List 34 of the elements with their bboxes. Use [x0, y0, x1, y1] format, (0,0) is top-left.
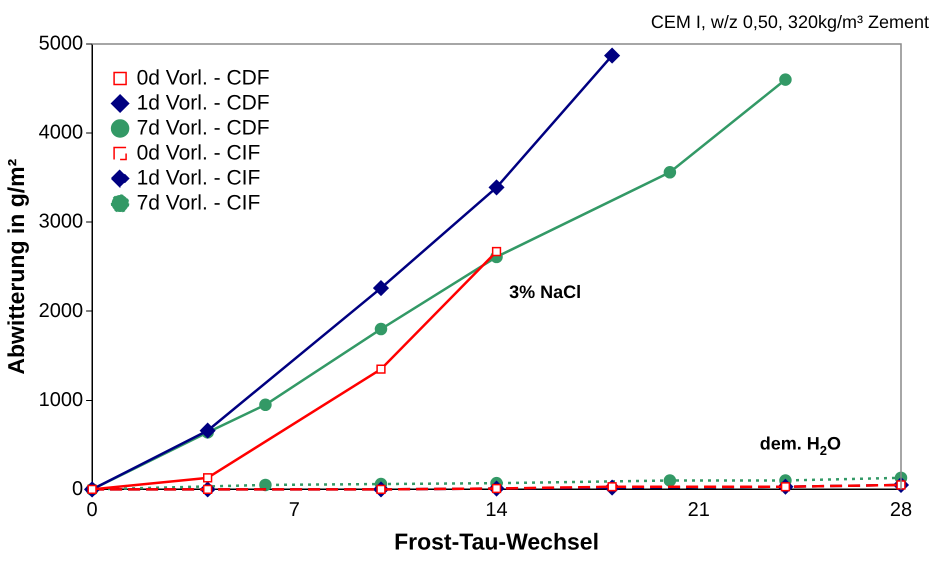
x-axis-title: Frost-Tau-Wechsel: [394, 528, 599, 555]
y-tick-label: 1000: [38, 388, 84, 411]
legend-label: 1d Vorl. - CIF: [136, 166, 260, 190]
x-tick-label: 0: [86, 498, 98, 521]
point: [259, 398, 272, 412]
y-tick-label: 0: [72, 478, 84, 500]
annotation: 3% NaCl: [509, 282, 582, 302]
point: [373, 280, 389, 296]
legend-label: 7d Vorl. - CDF: [136, 116, 270, 140]
x-tick-label: 7: [288, 498, 300, 521]
y-axis-title: Abwitterung in g/m²: [3, 158, 30, 375]
point: [664, 474, 676, 487]
y-tick-label: 3000: [38, 210, 84, 233]
point: [488, 180, 504, 196]
point: [604, 48, 620, 64]
point: [779, 73, 792, 86]
text: CEM I, w/z 0,50, 320kg/m³ Zement: [650, 12, 929, 32]
point: [259, 478, 272, 492]
x-tick-label: 28: [890, 498, 912, 521]
point: [374, 322, 388, 336]
legend-label: 0d Vorl. - CDF: [136, 66, 270, 90]
point: [492, 246, 502, 256]
point: [664, 166, 676, 179]
point: [203, 473, 212, 482]
y-tick-label: 2000: [38, 300, 84, 322]
x-tick-label: 21: [688, 498, 710, 521]
y-tick-label: 5000: [38, 32, 84, 55]
y-tick-label: 4000: [38, 122, 84, 144]
point: [200, 422, 216, 438]
x-tick-label: 14: [485, 498, 508, 521]
legend-label: 0d Vorl. - CIF: [136, 141, 260, 164]
legend-label: 1d Vorl. - CDF: [136, 91, 270, 114]
point: [376, 364, 386, 374]
legend-label: 7d Vorl. - CIF: [136, 191, 260, 214]
